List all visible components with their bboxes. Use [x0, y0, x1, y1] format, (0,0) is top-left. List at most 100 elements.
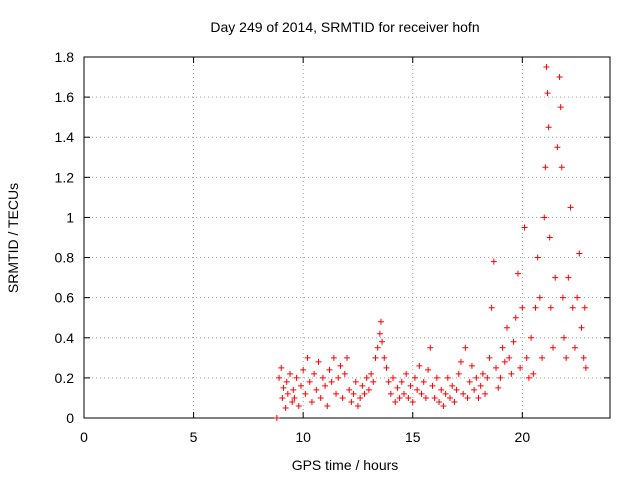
data-point: [442, 390, 449, 397]
x-axis-label: GPS time / hours: [292, 457, 399, 473]
data-point: [495, 384, 502, 391]
data-point: [486, 354, 493, 361]
data-point: [440, 402, 447, 409]
data-point: [545, 124, 552, 131]
data-point: [503, 324, 510, 331]
data-point: [457, 358, 464, 365]
data-point: [455, 370, 462, 377]
data-point: [328, 378, 335, 385]
data-point: [479, 370, 486, 377]
data-point: [558, 164, 565, 171]
data-point: [276, 374, 283, 381]
data-point: [311, 370, 318, 377]
data-point: [506, 354, 513, 361]
data-point: [530, 370, 537, 377]
data-point: [368, 370, 375, 377]
data-point: [466, 378, 473, 385]
data-point: [293, 374, 300, 381]
y-tick-label: 1: [66, 209, 74, 225]
data-point: [493, 364, 500, 371]
data-point: [350, 390, 357, 397]
data-point: [517, 364, 524, 371]
data-point: [317, 394, 324, 401]
x-tick-label: 15: [405, 429, 421, 445]
data-point: [409, 398, 416, 405]
data-point: [279, 394, 286, 401]
data-point: [499, 344, 506, 351]
data-point: [280, 384, 287, 391]
data-point: [289, 398, 296, 405]
data-point: [501, 358, 508, 365]
data-point: [411, 374, 418, 381]
data-point: [460, 390, 467, 397]
data-point: [534, 254, 541, 261]
data-point: [471, 386, 478, 393]
data-point: [407, 382, 414, 389]
chart-title: Day 249 of 2014, SRMTID for receiver hof…: [210, 19, 479, 35]
data-point: [567, 204, 574, 211]
data-point: [394, 384, 401, 391]
y-tick-label: 1.4: [55, 129, 75, 145]
data-point: [490, 258, 497, 265]
data-point: [436, 398, 443, 405]
data-point: [346, 386, 353, 393]
data-point: [523, 354, 530, 361]
data-point: [403, 370, 410, 377]
y-axis-label: SRMTID / TECUs: [5, 183, 21, 293]
data-point: [304, 354, 311, 361]
data-point: [297, 382, 304, 389]
data-point: [278, 364, 285, 371]
data-point: [291, 394, 298, 401]
data-point: [282, 404, 289, 411]
data-point: [330, 354, 337, 361]
data-point: [581, 304, 588, 311]
data-point: [532, 304, 539, 311]
data-point: [322, 382, 329, 389]
data-point: [333, 390, 340, 397]
data-point: [576, 250, 583, 257]
data-point: [365, 386, 372, 393]
data-point: [508, 370, 515, 377]
data-point: [315, 358, 322, 365]
data-point: [488, 304, 495, 311]
y-tick-label: 0.6: [55, 290, 75, 306]
data-point: [370, 378, 377, 385]
data-point: [559, 294, 566, 301]
x-tick-label: 0: [80, 429, 88, 445]
data-point: [335, 374, 342, 381]
data-point: [354, 402, 361, 409]
x-tick-label: 5: [190, 429, 198, 445]
data-point: [427, 344, 434, 351]
y-tick-label: 1.2: [55, 169, 75, 185]
data-point: [344, 354, 350, 361]
data-point: [582, 364, 589, 371]
data-point: [552, 274, 559, 281]
data-point: [497, 374, 504, 381]
plot-frame: [83, 56, 611, 419]
data-point: [580, 354, 587, 361]
data-point: [392, 398, 399, 405]
data-point: [449, 382, 456, 389]
data-point: [405, 394, 412, 401]
data-point: [519, 304, 526, 311]
data-point: [542, 164, 549, 171]
data-point: [300, 366, 307, 373]
data-point: [569, 304, 576, 311]
data-point: [560, 334, 567, 341]
data-point: [453, 386, 460, 393]
y-tick-label: 1.6: [55, 89, 75, 105]
data-point: [451, 398, 458, 405]
data-point: [379, 338, 386, 345]
data-point: [418, 390, 425, 397]
data-point: [387, 390, 394, 397]
data-point: [544, 90, 551, 97]
data-point: [390, 374, 397, 381]
data-point: [357, 394, 364, 401]
data-point: [348, 398, 355, 405]
data-point: [543, 64, 550, 71]
data-point: [510, 338, 517, 345]
data-point: [541, 214, 548, 221]
data-point: [574, 294, 581, 301]
data-point: [302, 390, 309, 397]
